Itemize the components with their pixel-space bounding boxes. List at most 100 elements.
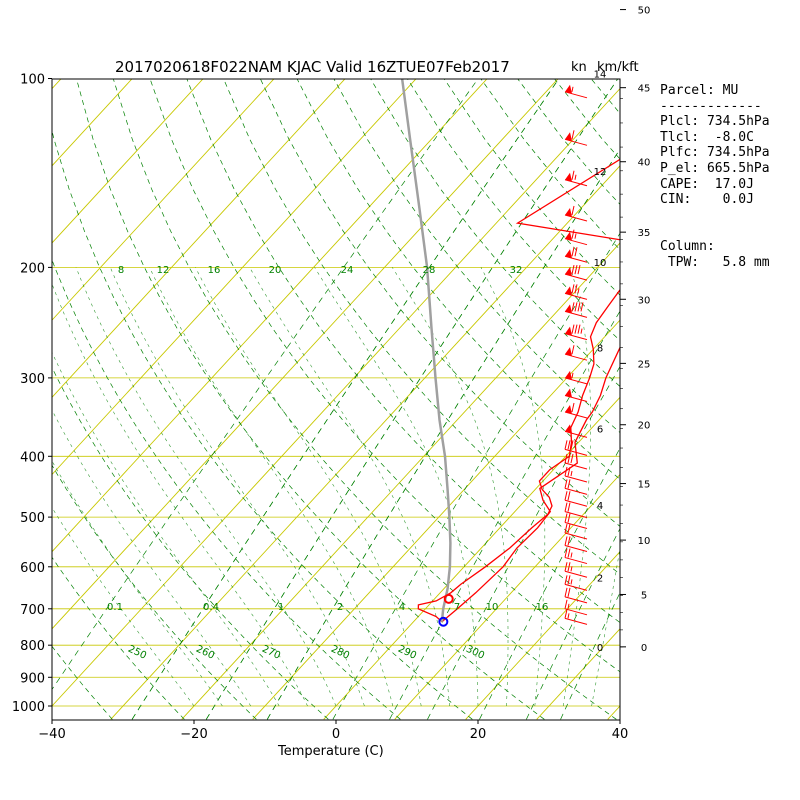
- dry-adiabat: [52, 258, 401, 720]
- wind-barb: [564, 536, 588, 553]
- mixing-ratio-label: 1: [278, 602, 284, 613]
- isotherm: [465, 550, 620, 720]
- kft-tick-label: 25: [638, 359, 651, 370]
- plot-frame: [51, 78, 621, 721]
- mixing-ratio-label: 28: [423, 265, 436, 276]
- mixing-ratio-line: [131, 79, 560, 720]
- wind-barb: [564, 440, 588, 456]
- x-tick-label: 40: [612, 727, 629, 742]
- wind-barb: [564, 453, 588, 470]
- wind-barb: [564, 388, 588, 402]
- wind-unit-label: kn: [571, 60, 587, 75]
- wind-barb: [564, 513, 588, 529]
- mixing-ratio-label: 20: [269, 265, 282, 276]
- wind-barb: [564, 130, 588, 146]
- dry-adiabat: [76, 79, 545, 720]
- wind-barb: [564, 402, 588, 419]
- dry-adiabat: [407, 79, 620, 342]
- kft-tick-label: 40: [638, 158, 651, 169]
- skewt-grid: [0, 79, 620, 720]
- isotherm: [52, 79, 346, 398]
- km-tick-label: 6: [597, 425, 603, 436]
- y-tick-label: 900: [20, 671, 45, 686]
- isotherm: [181, 242, 620, 720]
- isotherm: [52, 79, 559, 630]
- wind-barb: [564, 84, 588, 99]
- wind-barb: [564, 479, 588, 495]
- moist-adiabat: [314, 267, 479, 707]
- moist-adiabat: [591, 546, 620, 707]
- mixing-ratio-line: [52, 79, 479, 690]
- wind-barb: [564, 170, 588, 187]
- mixing-ratio-label: 16: [536, 602, 549, 613]
- wind-barb: [564, 302, 588, 318]
- mixing-ratio-label: 10: [486, 602, 499, 613]
- mixing-ratio-label: 7: [454, 602, 460, 613]
- moist-adiabat: [249, 267, 450, 707]
- isotherm: [52, 79, 488, 553]
- x-tick-label: −20: [180, 727, 207, 742]
- y-tick-label: 300: [20, 372, 45, 387]
- wind-barb: [564, 265, 588, 281]
- kft-tick-label: 30: [638, 295, 651, 306]
- moist-adiabat: [480, 267, 546, 707]
- y-tick-label: 500: [20, 511, 45, 526]
- kft-tick-label: 20: [638, 421, 651, 432]
- panel-line: Plcl: 734.5hPa: [660, 114, 770, 130]
- x-tick-label: 20: [470, 727, 487, 742]
- wind-barbs: [564, 84, 588, 625]
- moist-adiabat: [392, 267, 509, 707]
- wind-barb: [564, 548, 588, 565]
- sounding-profiles: [400, 79, 620, 627]
- dry-adiabat: [52, 645, 113, 720]
- y-tick-label: 100: [20, 73, 45, 88]
- dry-adiabat: [52, 366, 329, 720]
- y-tick-label: 400: [20, 450, 45, 465]
- wind-barb: [564, 229, 588, 246]
- dry-adiabat: [0, 79, 40, 720]
- theta-label: 300: [464, 644, 486, 662]
- wind-barb: [564, 523, 588, 540]
- y-tick-label: 600: [20, 561, 45, 576]
- isotherm: [394, 473, 620, 720]
- kft-tick-label: 50: [638, 6, 651, 17]
- x-axis-label: Temperature (C): [278, 744, 384, 759]
- kft-tick-label: 5: [641, 590, 647, 601]
- wind-barb: [564, 491, 588, 507]
- y-tick-label: 800: [20, 639, 45, 654]
- wind-barb: [564, 247, 588, 263]
- panel-line: Plfc: 734.5hPa: [660, 145, 770, 161]
- mixing-ratio-label: 4: [399, 602, 405, 613]
- temperature-profile: [417, 158, 620, 623]
- km-tick-label: 0: [597, 643, 603, 654]
- kft-tick-label: 45: [638, 84, 651, 95]
- kft-tick-label: 15: [638, 480, 651, 491]
- y-tick-label: 700: [20, 603, 45, 618]
- wind-barb: [564, 609, 588, 625]
- lcl-marker: [443, 593, 454, 604]
- dewpoint-profile: [441, 345, 620, 623]
- mixing-ratio-line: [526, 527, 620, 720]
- theta-label: 270: [260, 644, 282, 662]
- wind-barb: [564, 599, 588, 616]
- wind-barb: [564, 424, 588, 438]
- isotherm: [52, 79, 133, 167]
- panel-line: -------------: [660, 98, 762, 114]
- mixing-ratio-label: 8: [118, 265, 124, 276]
- km-tick-label: 12: [594, 167, 607, 178]
- km-tick-label: 2: [597, 574, 603, 585]
- moist-adiabat: [562, 267, 591, 707]
- wind-barb: [564, 562, 588, 578]
- x-tick-label: 0: [332, 727, 340, 742]
- isotherm: [52, 87, 620, 707]
- wind-barb: [564, 575, 588, 591]
- wind-barb: [564, 284, 588, 300]
- panel-line: Parcel: MU: [660, 83, 739, 98]
- mixing-ratio-line: [560, 591, 620, 720]
- isotherm: [52, 79, 204, 244]
- wind-barb: [564, 324, 588, 341]
- wind-barb: [564, 370, 588, 385]
- mixing-ratio-label: 24: [341, 265, 354, 276]
